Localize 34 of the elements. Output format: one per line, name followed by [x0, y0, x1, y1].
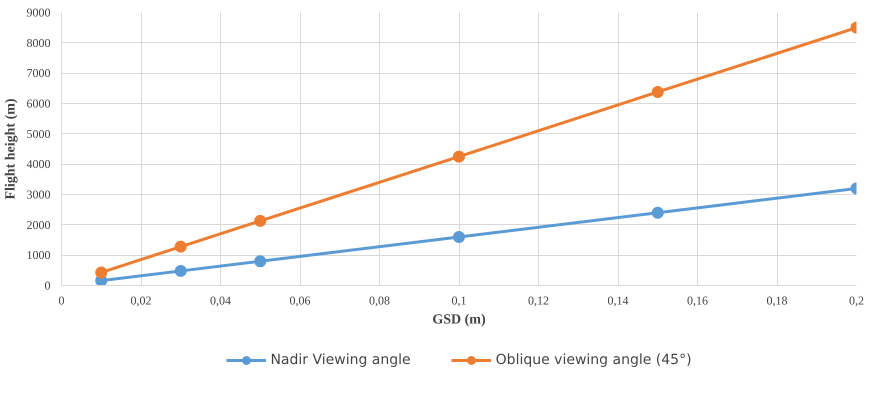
- point: [652, 86, 664, 98]
- legend-label: Oblique viewing angle (45°): [496, 352, 692, 368]
- point: [254, 255, 266, 268]
- x-tick-label: 0,06: [290, 294, 310, 308]
- point: [652, 206, 664, 219]
- y-axis-title: Flight height (m): [4, 98, 18, 200]
- x-tick-label: 0,18: [766, 294, 788, 308]
- y-tick-label: 6000: [26, 96, 50, 110]
- x-tick-label: 0,08: [369, 294, 390, 308]
- y-tick-label: 1000: [26, 248, 50, 262]
- x-tick-label: 0,1: [452, 294, 466, 308]
- point: [453, 150, 465, 163]
- y-tick-label: 0: [44, 278, 50, 292]
- point: [174, 240, 187, 253]
- y-tick-label: 7000: [26, 66, 50, 80]
- x-axis-title: GSD (m): [432, 312, 486, 328]
- x-tick-label: 0,16: [687, 294, 708, 308]
- point: [174, 264, 187, 277]
- x-tick-label: 0: [58, 294, 64, 308]
- point: [95, 266, 108, 278]
- y-tick-label: 2000: [26, 218, 50, 232]
- y-tick-label: 8000: [26, 36, 50, 50]
- y-tick-label: 4000: [26, 157, 50, 172]
- point: [453, 230, 465, 243]
- x-tick-label: 0,04: [210, 294, 231, 308]
- x-tick-label: 0,2: [849, 294, 864, 308]
- point: [254, 214, 266, 227]
- legend-label: Nadir Viewing angle: [270, 352, 411, 368]
- x-tick-label: 0,02: [130, 294, 152, 308]
- y-tick-label: 9000: [26, 6, 50, 20]
- x-tick-label: 0,12: [528, 294, 549, 308]
- y-tick-label: 3000: [26, 188, 50, 202]
- x-tick-label: 0,14: [608, 294, 628, 308]
- y-tick-label: 5000: [26, 126, 50, 141]
